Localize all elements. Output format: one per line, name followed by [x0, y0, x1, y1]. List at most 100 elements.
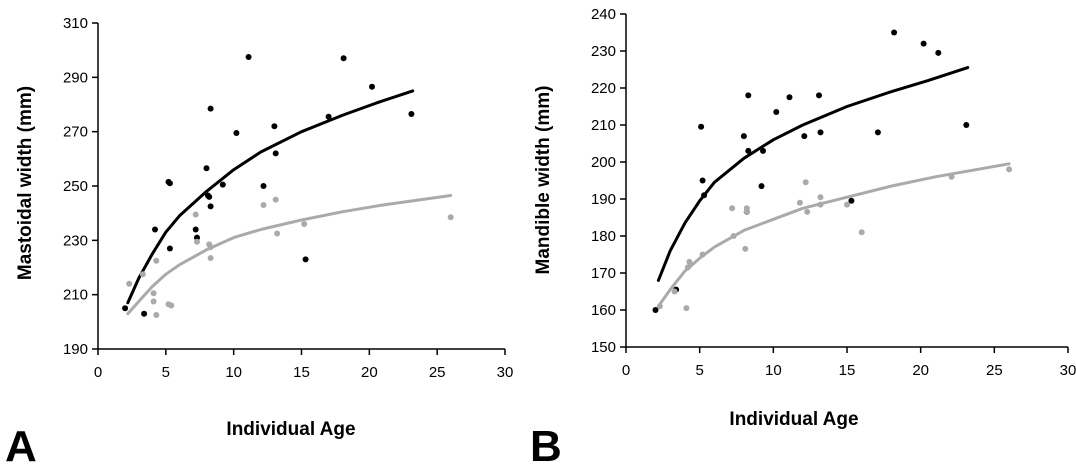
- panel-a-plot-marks: 190 210 230 250 270 290 310 0 5 10 15 20 25 30: [63, 15, 513, 381]
- panel-a-x-tick-label: 0: [94, 364, 102, 381]
- panel-b-x-tick-label: 5: [695, 362, 703, 379]
- panel-a-x-tick-label: 5: [162, 364, 170, 381]
- panel-b-y-tick-label: 170: [591, 265, 616, 282]
- panel-b-data-point-0: [874, 129, 881, 136]
- panel-a-data-point-1: [150, 290, 157, 297]
- panel-a-data-point-1: [192, 211, 199, 218]
- panel-b-data-point-0: [963, 122, 970, 128]
- panel-a-xlabel: Individual Age: [226, 419, 355, 440]
- panel-a-data-point-1: [272, 196, 279, 203]
- panel-b-data-point-0: [817, 129, 824, 136]
- panel-a-y-tick-label: 230: [63, 232, 88, 249]
- panel-a-data-point-1: [207, 244, 214, 251]
- panel-a-data-point-0: [233, 130, 240, 136]
- panel-a-data-point-0: [207, 203, 214, 210]
- panel-b-xlabel: Individual Age: [729, 409, 858, 430]
- panel-a-x-tick-label: 10: [225, 364, 242, 381]
- panel-b-x-tick-label: 30: [1060, 362, 1076, 379]
- panel-b-data-point-0: [698, 123, 705, 130]
- panel-b-data-point-1: [699, 251, 706, 258]
- panel-b-data-point-1: [730, 233, 737, 239]
- panel-a-data-point-0: [122, 305, 129, 312]
- panel-a-y-tick-label: 250: [63, 178, 88, 195]
- panel-a-x-tick-label: 15: [293, 364, 310, 381]
- panel-b-data-point-1: [656, 303, 663, 310]
- panel-a-chart: 190 210 230 250 270 290 310 0 5 10 15 20 25 30 Indivi…: [5, 15, 513, 467]
- panel-b-data-point-1: [743, 208, 750, 215]
- panel-a-data-point-1: [168, 302, 175, 309]
- panel-a-data-point-1: [139, 271, 146, 278]
- panel-a-ylabel: Mastoidal width (mm): [15, 86, 36, 280]
- panel-a-data-point-0: [166, 245, 173, 252]
- panel-a-data-point-0: [245, 54, 252, 60]
- panel-b-data-point-1: [671, 288, 678, 295]
- panel-b-y-tick-label: 210: [591, 117, 616, 134]
- panel-b-data-point-1: [796, 199, 803, 206]
- panel-a-data-point-0: [141, 310, 148, 317]
- panel-b-data-point-0: [699, 177, 706, 184]
- panel-a-data-point-0: [207, 105, 214, 112]
- panel-a-data-point-0: [408, 111, 415, 117]
- panel-a-trend-line-1: [126, 194, 453, 316]
- panel-b-data-point-1: [948, 173, 955, 180]
- panel-a-data-point-0: [152, 226, 158, 233]
- panel-a-data-point-1: [274, 230, 281, 237]
- panel-a-data-point-0: [302, 256, 309, 263]
- panel-a-data-point-1: [260, 202, 267, 208]
- panel-b-data-point-1: [804, 208, 811, 215]
- panel-a-data-point-0: [325, 113, 332, 120]
- panel-b-data-point-1: [858, 229, 865, 236]
- panel-b-data-point-0: [745, 147, 752, 154]
- panel-b-x-tick-label: 25: [986, 362, 1003, 379]
- panel-a-data-point-1: [153, 312, 160, 318]
- panel-b-data-point-1: [1006, 166, 1013, 173]
- panel-b-x-tick-label: 15: [839, 362, 856, 379]
- panel-b-data-point-0: [740, 133, 747, 140]
- panel-b-data-point-0: [652, 307, 659, 313]
- panel-a-y-tick-label: 310: [63, 15, 88, 32]
- panel-b-data-point-0: [920, 40, 927, 47]
- panel-b-data-point-0: [773, 109, 780, 115]
- panel-a-y-tick-label: 210: [63, 287, 88, 304]
- panel-b-data-point-0: [758, 183, 765, 190]
- panel-b-data-point-0: [701, 192, 708, 199]
- panel-b-data-point-0: [786, 94, 793, 101]
- panel-a-trend-line-0: [126, 89, 415, 305]
- panel-a-data-point-1: [207, 255, 214, 261]
- panel-b-y-tick-label: 160: [591, 302, 616, 319]
- panel-b-data-point-1: [742, 245, 749, 252]
- panel-b-data-point-0: [816, 92, 822, 99]
- panel-b-y-tick-label: 190: [591, 191, 616, 208]
- panel-a-data-point-1: [301, 221, 308, 227]
- panel-b-data-point-0: [935, 49, 942, 56]
- panel-a-x-tick-label: 20: [361, 364, 378, 381]
- panel-b-data-point-1: [684, 264, 691, 271]
- panel-a-data-point-0: [272, 150, 279, 157]
- panel-b-y-tick-label: 230: [591, 43, 616, 60]
- panel-b-y-tick-label: 220: [591, 80, 616, 97]
- panel-b-chart: 150 160 170 180 190 200 210 220 230 240 0 5 10 15 20 25…: [530, 6, 1076, 467]
- panel-a-y-tick-label: 270: [63, 124, 88, 141]
- panel-a-y-tick-label: 290: [63, 69, 88, 86]
- panel-a-letter: A: [5, 422, 37, 467]
- panel-b-y-tick-label: 240: [591, 6, 616, 23]
- panel-a-data-point-0: [206, 193, 213, 200]
- panel-b-data-point-1: [802, 179, 809, 186]
- panel-b-x-tick-label: 10: [765, 362, 782, 379]
- panel-a-data-point-1: [194, 238, 200, 245]
- panel-a-data-point-0: [340, 55, 347, 62]
- panel-b-x-tick-label: 20: [912, 362, 929, 379]
- panel-b-data-point-0: [745, 92, 752, 99]
- panel-a-data-point-0: [192, 226, 199, 233]
- panel-b-data-point-0: [891, 29, 898, 36]
- panel-a-data-point-1: [447, 214, 454, 221]
- panel-a-x-tick-label: 25: [429, 364, 446, 381]
- panel-a-x-tick-label: 30: [497, 364, 514, 381]
- panel-b-y-tick-label: 180: [591, 228, 616, 245]
- panel-a-data-point-0: [369, 83, 375, 90]
- panel-a-data-point-0: [260, 183, 267, 189]
- panel-b-y-tick-label: 150: [591, 339, 616, 356]
- panel-a-data-point-0: [219, 181, 226, 188]
- panel-b-data-point-1: [683, 305, 690, 312]
